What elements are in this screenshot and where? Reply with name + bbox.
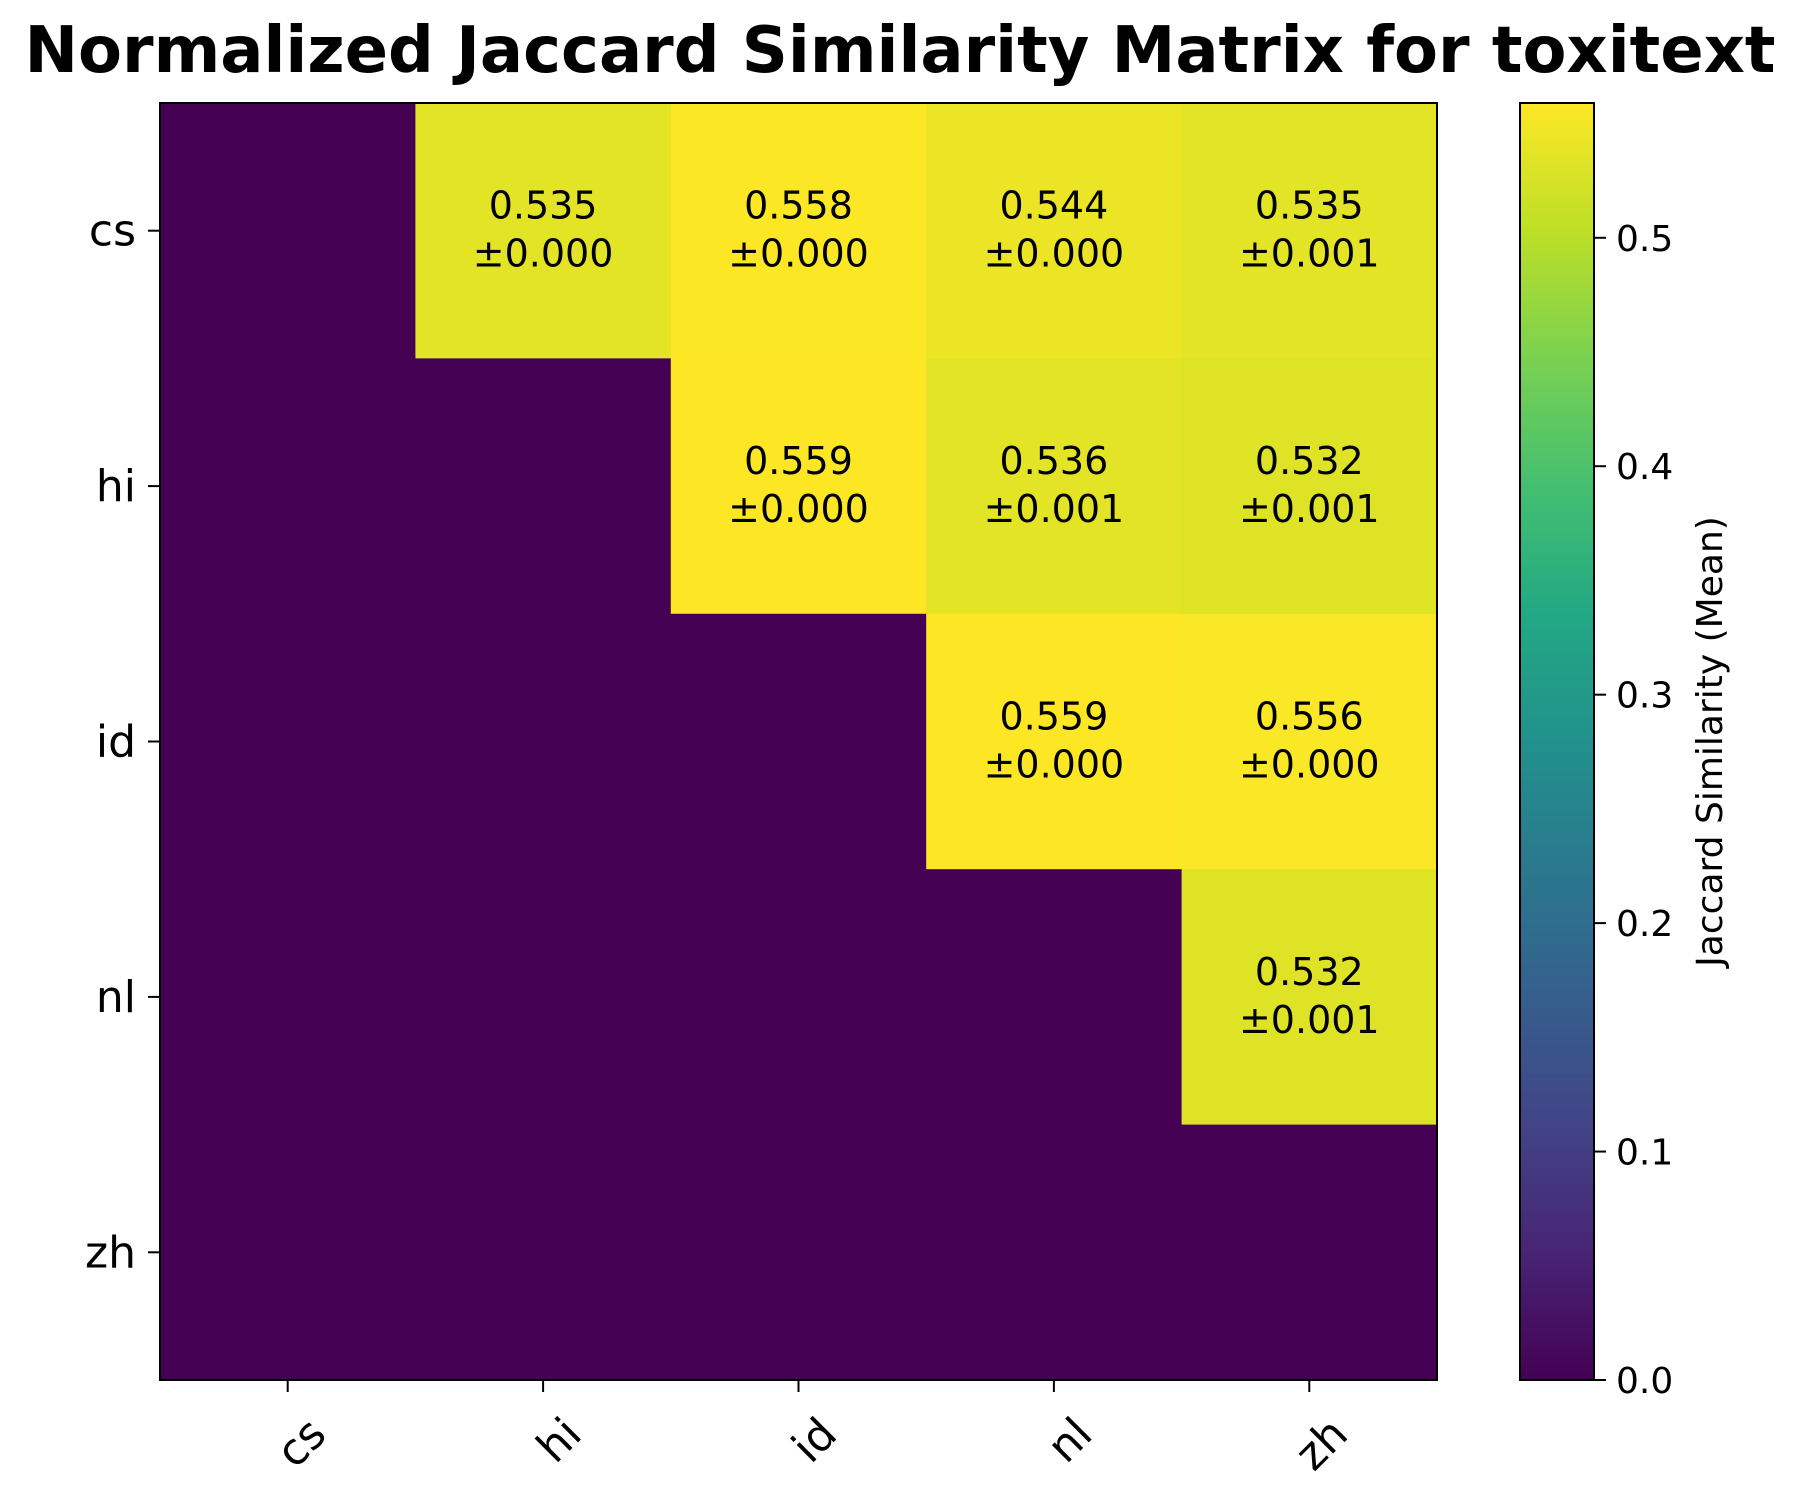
heatmap-cell: [160, 358, 416, 615]
x-tick-label: id: [782, 1408, 846, 1472]
colorbar-tick-label: 0.2: [1616, 904, 1673, 945]
heatmap-cell: [415, 869, 672, 1126]
colorbar-tick-label: 0.3: [1616, 676, 1673, 717]
heatmap-cell: [926, 358, 1183, 615]
y-tick-label: zh: [85, 1227, 136, 1278]
colorbar-tick-label: 0.4: [1616, 447, 1673, 488]
cell-value-label: 0.535: [489, 184, 598, 228]
heatmap-cell: [415, 358, 672, 615]
cell-std-label: ±0.000: [984, 743, 1125, 787]
heatmap-cell: [415, 1124, 672, 1381]
heatmap-cell: [1181, 869, 1438, 1126]
colorbar-tick-label: 0.1: [1616, 1133, 1673, 1174]
x-tick-label: cs: [267, 1408, 336, 1477]
heatmap-cell: [670, 869, 927, 1126]
heatmap-cell: [415, 103, 672, 359]
heatmap-cell: [926, 869, 1183, 1126]
y-tick-label: cs: [89, 206, 136, 257]
heatmap-cell: [160, 613, 416, 870]
chart-title: Normalized Jaccard Similarity Matrix for…: [24, 14, 1776, 88]
cell-value-label: 0.535: [1255, 184, 1364, 228]
cell-std-label: ±0.000: [728, 232, 869, 276]
heatmap-cell: [926, 103, 1183, 359]
heatmap-cell: [1181, 358, 1438, 615]
heatmap-cell: [160, 869, 416, 1126]
heatmap-cell: [670, 358, 927, 615]
heatmap-cell: [1181, 613, 1438, 870]
cell-std-label: ±0.000: [1239, 743, 1380, 787]
heatmap-cell: [670, 103, 927, 359]
heatmap-cell: [670, 613, 927, 870]
cell-std-label: ±0.000: [473, 232, 614, 276]
cell-value-label: 0.532: [1255, 439, 1364, 483]
heatmap-cell: [160, 1124, 416, 1381]
x-tick-label: zh: [1286, 1408, 1358, 1480]
cell-value-label: 0.558: [744, 184, 853, 228]
y-tick-label: nl: [96, 972, 136, 1023]
heatmap-cell: [1181, 103, 1438, 359]
heatmap-cell: [160, 103, 416, 359]
cell-std-label: ±0.001: [1239, 998, 1380, 1042]
cell-value-label: 0.556: [1255, 695, 1364, 739]
heatmap-cell: [415, 613, 672, 870]
colorbar: [1519, 102, 1595, 1381]
heatmap-cell: [926, 1124, 1183, 1381]
heatmap-cell: [926, 613, 1183, 870]
cell-value-label: 0.536: [1000, 439, 1109, 483]
cell-value-label: 0.532: [1255, 950, 1364, 994]
cell-std-label: ±0.001: [1239, 487, 1380, 531]
y-tick-label: hi: [96, 461, 136, 512]
cell-std-label: ±0.001: [984, 487, 1125, 531]
cell-value-label: 0.559: [744, 439, 853, 483]
heatmap-cell: [670, 1124, 927, 1381]
colorbar-tick-label: 0.5: [1616, 219, 1673, 260]
x-tick-label: hi: [527, 1408, 591, 1472]
heatmap-cell: [1181, 1124, 1438, 1381]
cell-std-label: ±0.000: [728, 487, 869, 531]
cell-std-label: ±0.001: [1239, 232, 1380, 276]
cell-std-label: ±0.000: [984, 232, 1125, 276]
cell-value-label: 0.559: [1000, 695, 1109, 739]
x-tick-label: nl: [1038, 1408, 1102, 1472]
colorbar-tick-label: 0.0: [1616, 1361, 1673, 1402]
colorbar-label: Jaccard Similarity (Mean): [1690, 516, 1731, 969]
y-tick-label: id: [96, 717, 136, 768]
cell-value-label: 0.544: [1000, 184, 1109, 228]
